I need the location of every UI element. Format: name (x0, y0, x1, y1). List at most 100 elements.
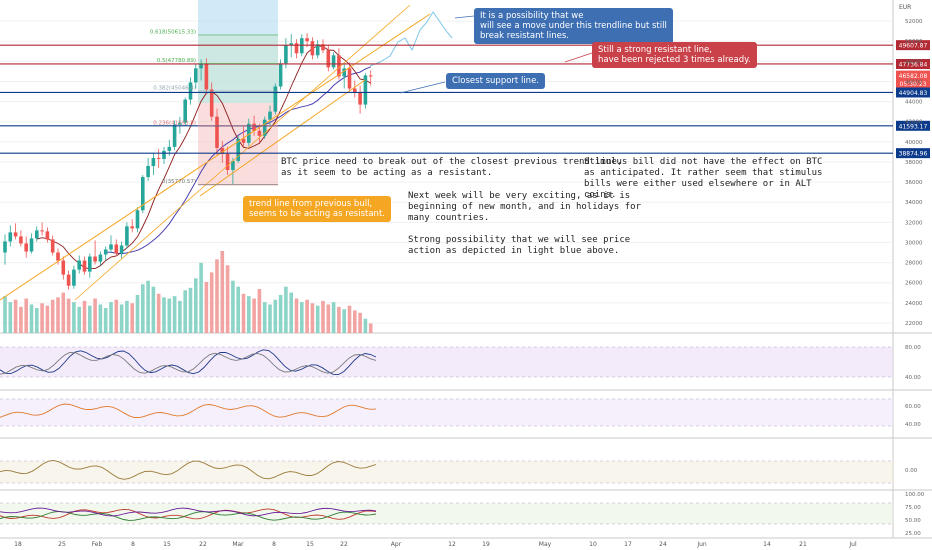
candle-body (262, 119, 267, 136)
candle-body (289, 43, 293, 46)
price-level-tag: 49607.87 (896, 40, 930, 51)
callout-trendline[interactable]: trend line from previous bull, seems to … (243, 196, 391, 222)
note-stimulus: Stimulus bill did not have the effect on… (584, 157, 823, 200)
candle (125, 222, 129, 249)
price-tick-label: 26000 (905, 281, 923, 287)
volume-bar (310, 303, 315, 333)
candle-body (342, 68, 346, 77)
candle (88, 253, 92, 278)
stoch-d-line (0, 352, 377, 375)
volume-bar (363, 318, 368, 333)
price-tag-bg (896, 70, 930, 81)
mfi-line-c (0, 507, 377, 517)
candle-body (310, 41, 315, 56)
volume-bar (119, 304, 124, 333)
leader-possibility (454, 15, 475, 19)
time-tick-label: Mar (232, 541, 244, 548)
volume-bar (358, 312, 362, 333)
price-tick-label: 52000 (905, 19, 923, 25)
volume-bar (8, 302, 13, 333)
candle-body (66, 274, 71, 286)
candle (146, 157, 150, 182)
time-tick-label: 17 (624, 541, 632, 548)
candle (199, 59, 203, 81)
time-tick-label: 15 (163, 541, 171, 548)
volume-bar (353, 310, 357, 333)
volume-bar (88, 305, 92, 333)
volume-bar (24, 298, 28, 333)
candle (135, 207, 140, 233)
price-tick-label: 42000 (905, 120, 923, 126)
price-tag-label: 47736.84 (899, 61, 928, 68)
candle-body (204, 63, 209, 90)
candle-body (151, 157, 156, 166)
volume-bar (300, 302, 304, 333)
candle (289, 34, 293, 58)
volume-bar (236, 286, 240, 333)
time-tick-label: 15 (306, 541, 314, 548)
candle-body (13, 232, 18, 237)
volume-bar (225, 265, 230, 333)
cci-line (0, 460, 377, 480)
price-tick-label: 34000 (905, 200, 923, 206)
candle-body (167, 146, 172, 151)
volume-bar (294, 298, 299, 333)
volume-bar (146, 280, 150, 333)
candle (103, 246, 108, 261)
time-tick-label: 14 (763, 541, 771, 548)
volume-bar (241, 293, 246, 333)
callout-resistant[interactable]: Still a strong resistant line, have been… (592, 42, 757, 68)
fib-label: 0.236(41593.8) (153, 120, 196, 126)
candle-body (347, 68, 352, 89)
price-tag-bg (896, 87, 930, 98)
time-tick-label: 18 (14, 541, 22, 548)
time-tick-label: 22 (340, 541, 348, 548)
candle (215, 108, 219, 155)
indicator-tick-label: 80.00 (905, 345, 921, 351)
price-tag-bg (896, 58, 930, 69)
callout-support[interactable]: Closest support line. (446, 73, 545, 89)
candle (130, 219, 134, 233)
candle (241, 126, 246, 147)
time-tick-label: 25 (58, 541, 66, 548)
candle-body (241, 138, 246, 143)
candle-body (236, 138, 240, 161)
time-tick-label: 22 (199, 541, 207, 548)
candle (82, 256, 87, 275)
candle (315, 40, 320, 59)
candle-body (35, 230, 39, 239)
time-tick-label: 21 (799, 541, 807, 548)
candle (231, 157, 235, 185)
volume-bar (13, 299, 18, 333)
stoch-k-line (0, 349, 377, 376)
candle-body (109, 244, 113, 250)
candle-body (353, 88, 357, 93)
volume-bar (50, 299, 55, 333)
candle-body (273, 86, 278, 112)
volume-bar (326, 304, 331, 333)
candle-body (209, 89, 214, 117)
time-tick-label: Feb (92, 541, 103, 548)
indicator-tick-label: 40.00 (905, 375, 921, 381)
price-tag-bg (896, 78, 930, 89)
candle (119, 241, 124, 259)
price-tick-label: 38000 (905, 160, 923, 166)
volume-bar (3, 296, 7, 333)
volume-bar (273, 299, 278, 333)
candle-body (321, 44, 325, 51)
volume-bar (305, 299, 309, 333)
candle (194, 64, 198, 89)
price-level-tag: 46582.08 (896, 70, 930, 81)
callout-possibility[interactable]: It is a possibility that we will see a m… (474, 8, 673, 44)
candle (3, 234, 7, 265)
candle (29, 233, 34, 254)
candle-body (82, 260, 87, 272)
volume-bar (77, 306, 81, 333)
candle (45, 227, 50, 243)
indicator-tick-label: 75.00 (905, 505, 921, 511)
candle (35, 226, 39, 242)
volume-bar (342, 309, 346, 333)
time-tick-label: May (539, 541, 552, 548)
rsi-band (0, 399, 893, 426)
